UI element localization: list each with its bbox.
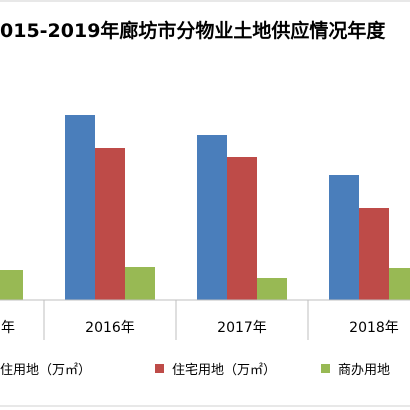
category-separators xyxy=(43,300,309,340)
legend-label-series-2: 住宅用地（万㎡） xyxy=(172,363,276,378)
legend-item-series-2: 住宅用地（万㎡） xyxy=(155,363,276,378)
legend: 住用地（万㎡） 住宅用地（万㎡） 商办用地 xyxy=(0,363,390,378)
legend-item-series-3: 商办用地 xyxy=(321,363,390,378)
x-tick-label: 年 xyxy=(1,320,15,336)
bar-series-2-category-3 xyxy=(227,157,257,300)
bar-series-1-category-4 xyxy=(329,175,359,300)
bar-series-3-category-1 xyxy=(0,270,23,300)
bar-series-2-category-2 xyxy=(95,148,125,300)
bar-series-1-category-3 xyxy=(197,135,227,300)
x-tick-labels: 年 2016年 2017年 2018年 xyxy=(1,320,399,336)
bar-series-3-category-2 xyxy=(125,267,155,300)
bar-series-3-category-4 xyxy=(389,268,410,300)
bar-series-3-category-3 xyxy=(257,278,287,300)
legend-label-series-1: 住用地（万㎡） xyxy=(0,363,91,378)
x-tick-label: 2017年 xyxy=(217,320,267,336)
bars-group xyxy=(0,115,410,300)
bar-series-1-category-2 xyxy=(65,115,95,300)
chart-title: 015-2019年廊坊市分物业土地供应情况年度 xyxy=(0,19,386,42)
legend-item-series-1: 住用地（万㎡） xyxy=(0,363,91,378)
x-tick-label: 2016年 xyxy=(85,320,135,336)
legend-swatch-series-3 xyxy=(321,364,330,373)
legend-swatch-series-2 xyxy=(155,364,164,373)
x-tick-label: 2018年 xyxy=(349,320,399,336)
legend-label-series-3: 商办用地 xyxy=(338,363,390,378)
bar-series-2-category-4 xyxy=(359,208,389,300)
